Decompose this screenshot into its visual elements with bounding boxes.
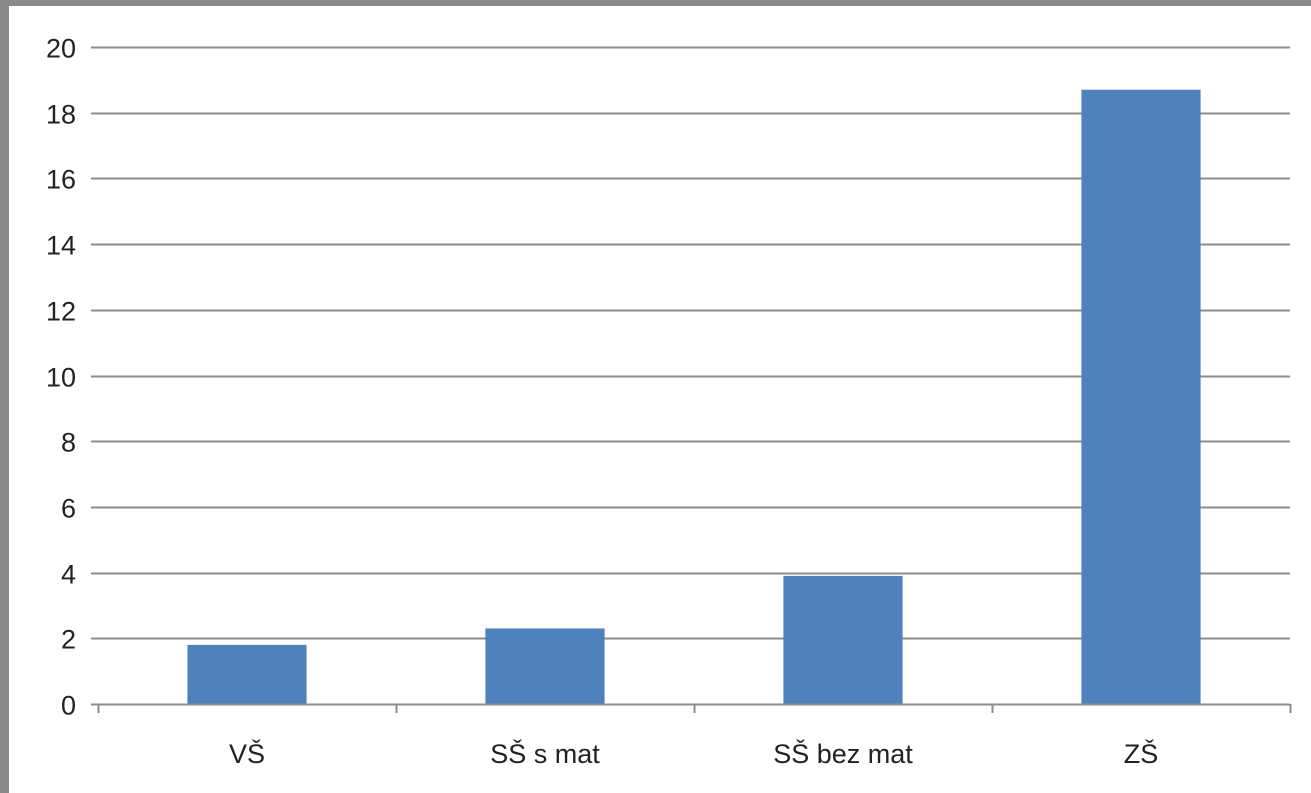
x-tick-label: ZŠ <box>1124 738 1159 769</box>
y-tick-label: 2 <box>61 625 76 655</box>
y-tick-label: 18 <box>46 100 76 130</box>
y-tick-label: 14 <box>46 231 76 261</box>
y-tick-label: 16 <box>46 165 76 195</box>
x-axis: VŠ SŠ s mat SŠ bez mat ZŠ <box>97 703 1292 769</box>
bar <box>1081 89 1201 704</box>
y-tick-label: 4 <box>61 560 76 590</box>
x-tick-label: SŠ bez mat <box>773 738 913 769</box>
y-tick-label: 20 <box>46 34 76 64</box>
y-tick-label: 0 <box>61 691 76 721</box>
bar <box>187 644 307 704</box>
y-tick-label: 6 <box>61 494 76 524</box>
bars <box>187 89 1201 704</box>
y-axis: 0 2 4 6 8 10 12 14 16 18 20 <box>46 34 98 721</box>
bar <box>783 575 903 704</box>
y-tick-label: 10 <box>46 363 76 393</box>
y-tick-label: 12 <box>46 297 76 327</box>
y-tick-label: 8 <box>61 428 76 458</box>
x-tick-label: SŠ s mat <box>490 738 600 769</box>
x-tick-label: VŠ <box>229 738 265 769</box>
bar <box>485 628 605 704</box>
